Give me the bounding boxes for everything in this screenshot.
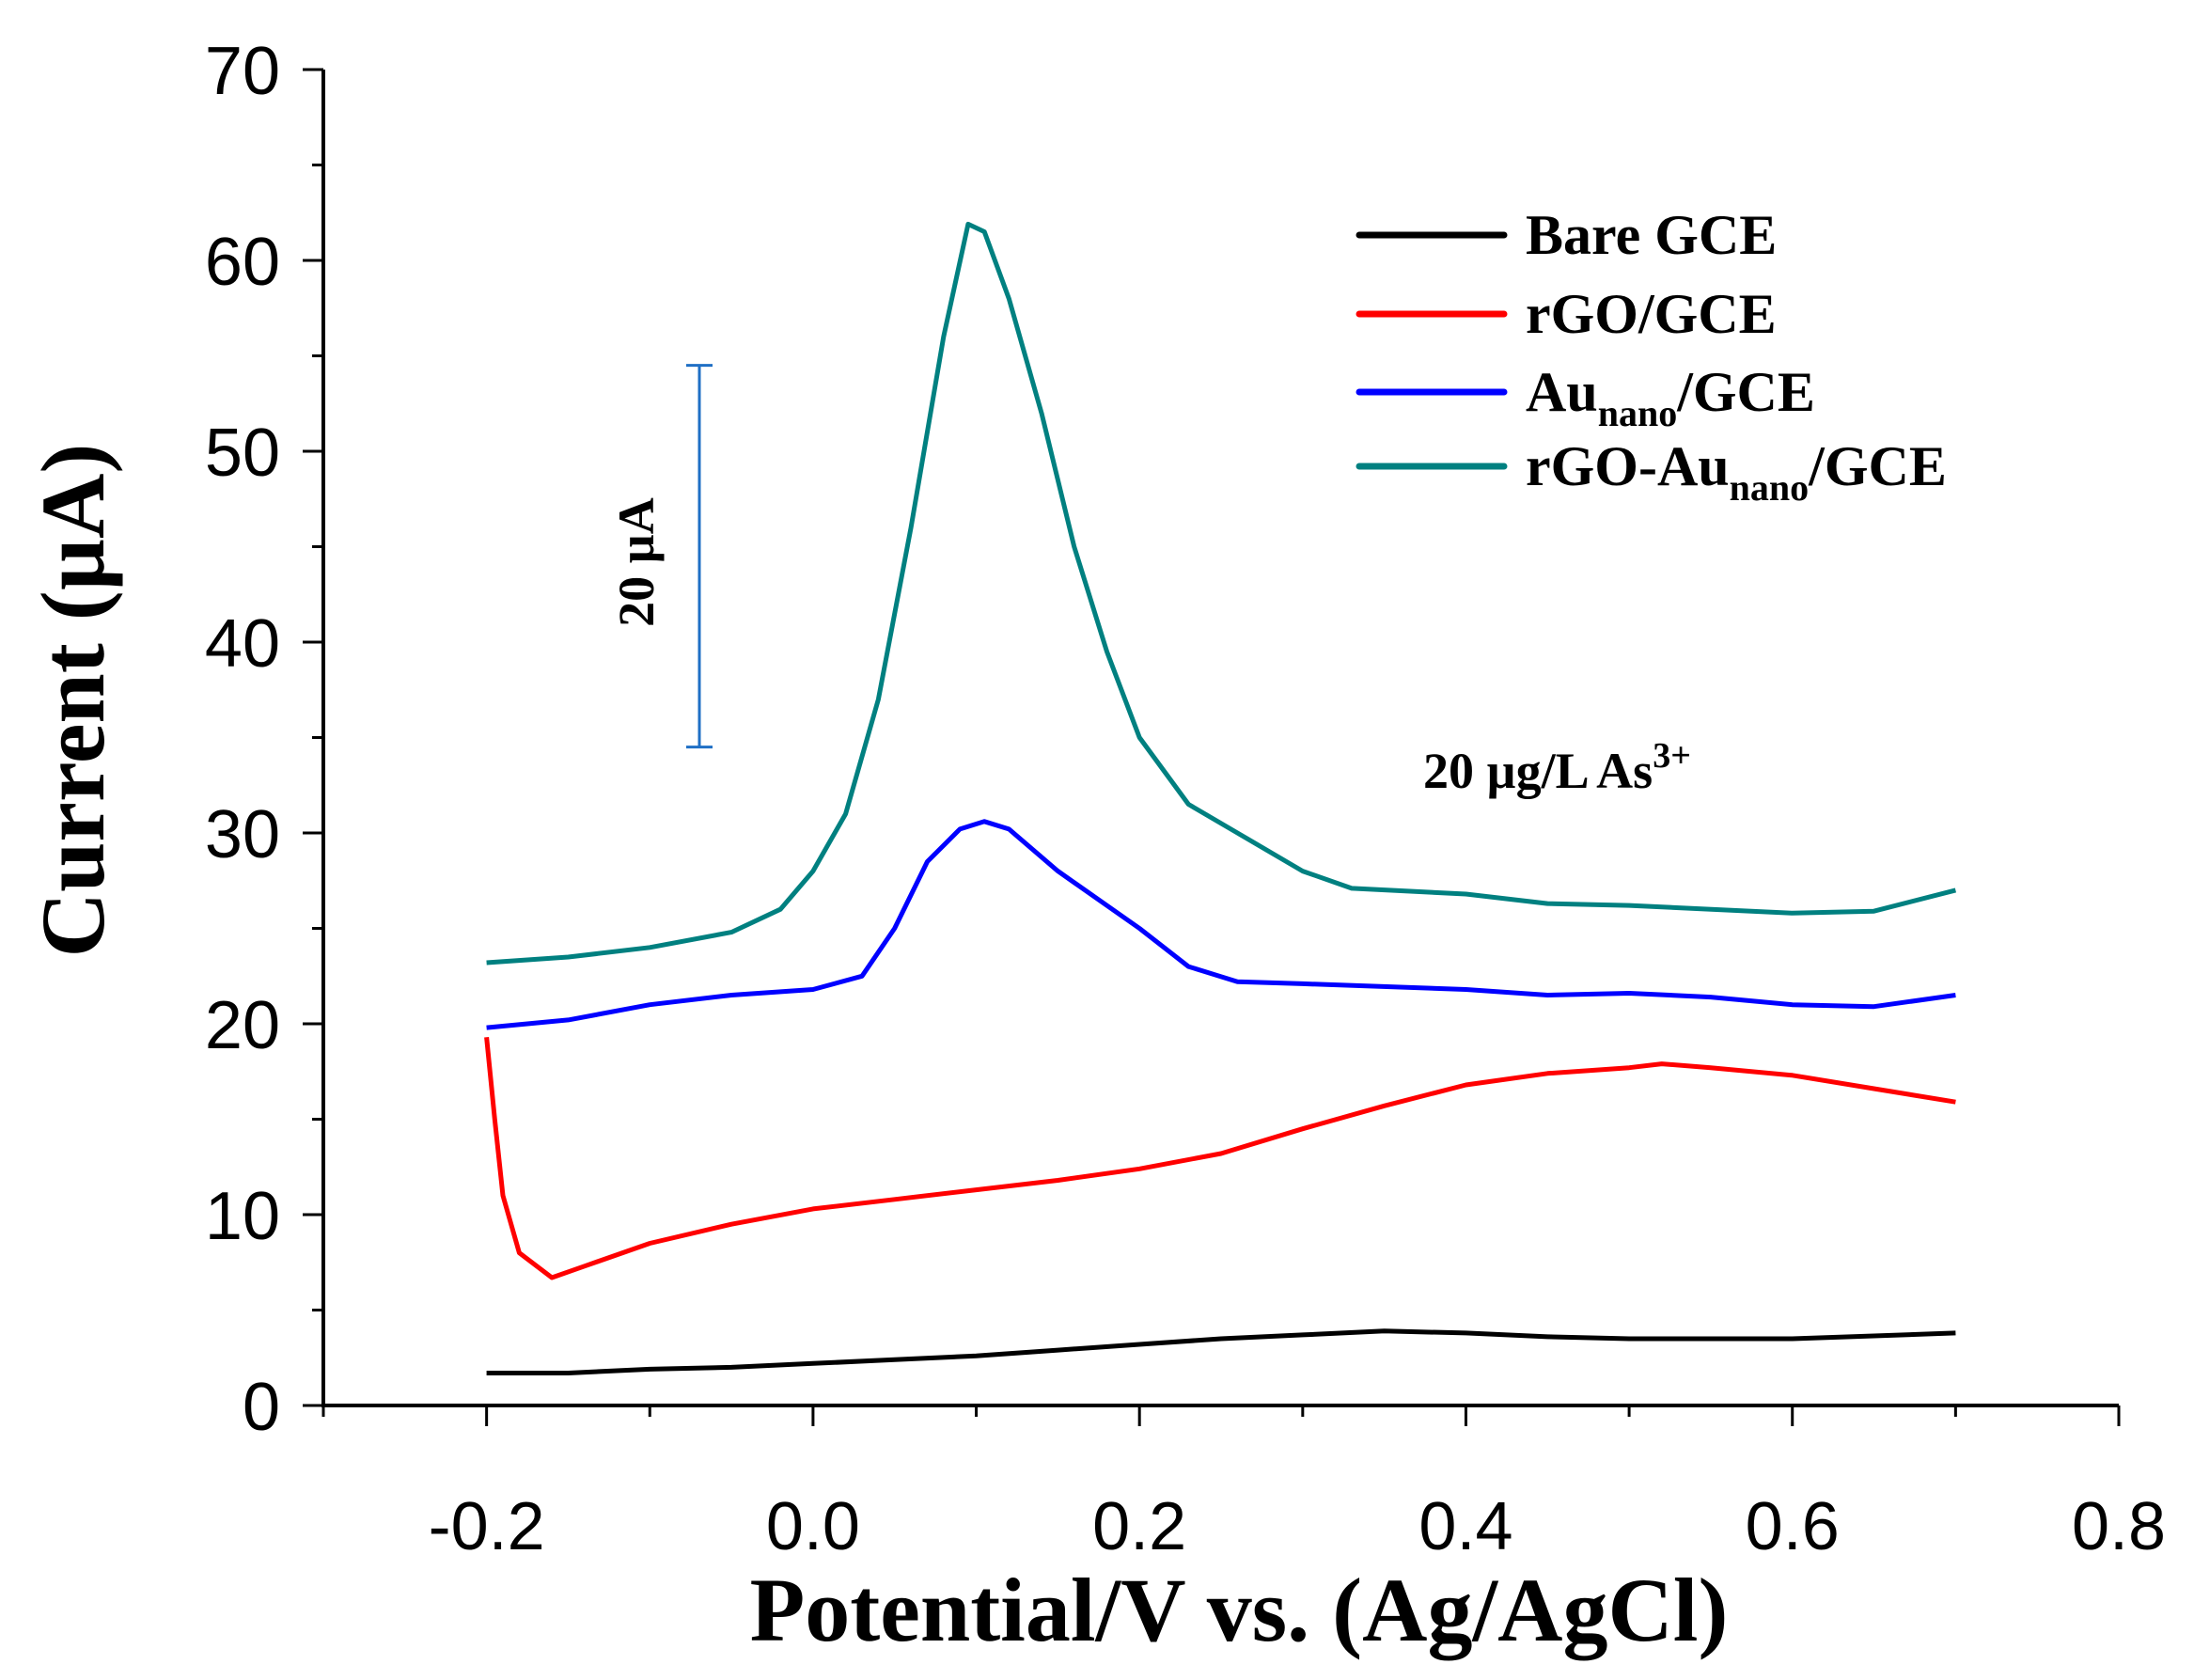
legend-label-main: Au — [1526, 361, 1598, 423]
legend-item: Bare GCE — [1356, 204, 1777, 266]
y-tick-label: 30 — [205, 797, 280, 872]
legend-label-sub: nano — [1598, 392, 1678, 434]
y-axis-label: Current (µA) — [23, 444, 123, 958]
x-axis-label: Potential/V vs. (Ag/AgCl) — [750, 1560, 1729, 1660]
legend-label-main: rGO-Au — [1526, 435, 1730, 497]
series-line-3 — [486, 221, 1957, 966]
series-line-0 — [486, 1328, 1956, 1375]
y-tick-label: 0 — [243, 1370, 280, 1445]
y-tick-label: 70 — [205, 34, 280, 109]
annotation-sup: 3+ — [1653, 736, 1691, 776]
scale-bar: 20 µA — [608, 364, 713, 749]
legend-label: rGO-Aunano/GCE — [1526, 435, 1947, 509]
legend-label: rGO/GCE — [1526, 283, 1777, 345]
scale-bar-label: 20 µA — [608, 497, 665, 627]
series-group — [484, 221, 1957, 1375]
x-tick-label: 0.0 — [766, 1489, 860, 1564]
legend-label-rest: /GCE — [1676, 361, 1815, 423]
series-line-2 — [486, 819, 1956, 1030]
legend-label: Bare GCE — [1526, 204, 1777, 266]
legend-label-main: rGO/GCE — [1526, 283, 1777, 345]
x-tick-label: -0.2 — [429, 1489, 545, 1564]
legend-label: Aunano/GCE — [1526, 361, 1815, 434]
y-tick-label: 40 — [205, 606, 280, 682]
annotation: 20 µg/L As3+ — [1423, 736, 1691, 799]
annotation-main: 20 µg/L As — [1423, 743, 1653, 799]
x-tick-label: 0.6 — [1746, 1489, 1840, 1564]
axes: 0 10 20 30 40 50 60 70 -0.2 0.0 0.2 0.4 0.6 0.8 — [205, 34, 2166, 1564]
legend-label-main: Bare GCE — [1526, 204, 1777, 266]
y-tick-label: 20 — [205, 988, 280, 1063]
legend-item: rGO/GCE — [1356, 283, 1777, 345]
legend-item: rGO-Aunano/GCE — [1356, 435, 1947, 509]
y-tick-label: 60 — [205, 225, 280, 300]
x-tick-label: 0.2 — [1092, 1489, 1186, 1564]
legend-item: Aunano/GCE — [1356, 361, 1815, 434]
legend-label-rest: /GCE — [1808, 435, 1947, 497]
legend-label-sub: nano — [1730, 466, 1810, 509]
y-tick-label: 10 — [205, 1179, 280, 1254]
x-tick-label: 0.4 — [1418, 1489, 1512, 1564]
y-tick-label: 50 — [205, 416, 280, 491]
x-tick-label: 0.8 — [2072, 1489, 2166, 1564]
series-line-1 — [484, 1036, 1956, 1280]
